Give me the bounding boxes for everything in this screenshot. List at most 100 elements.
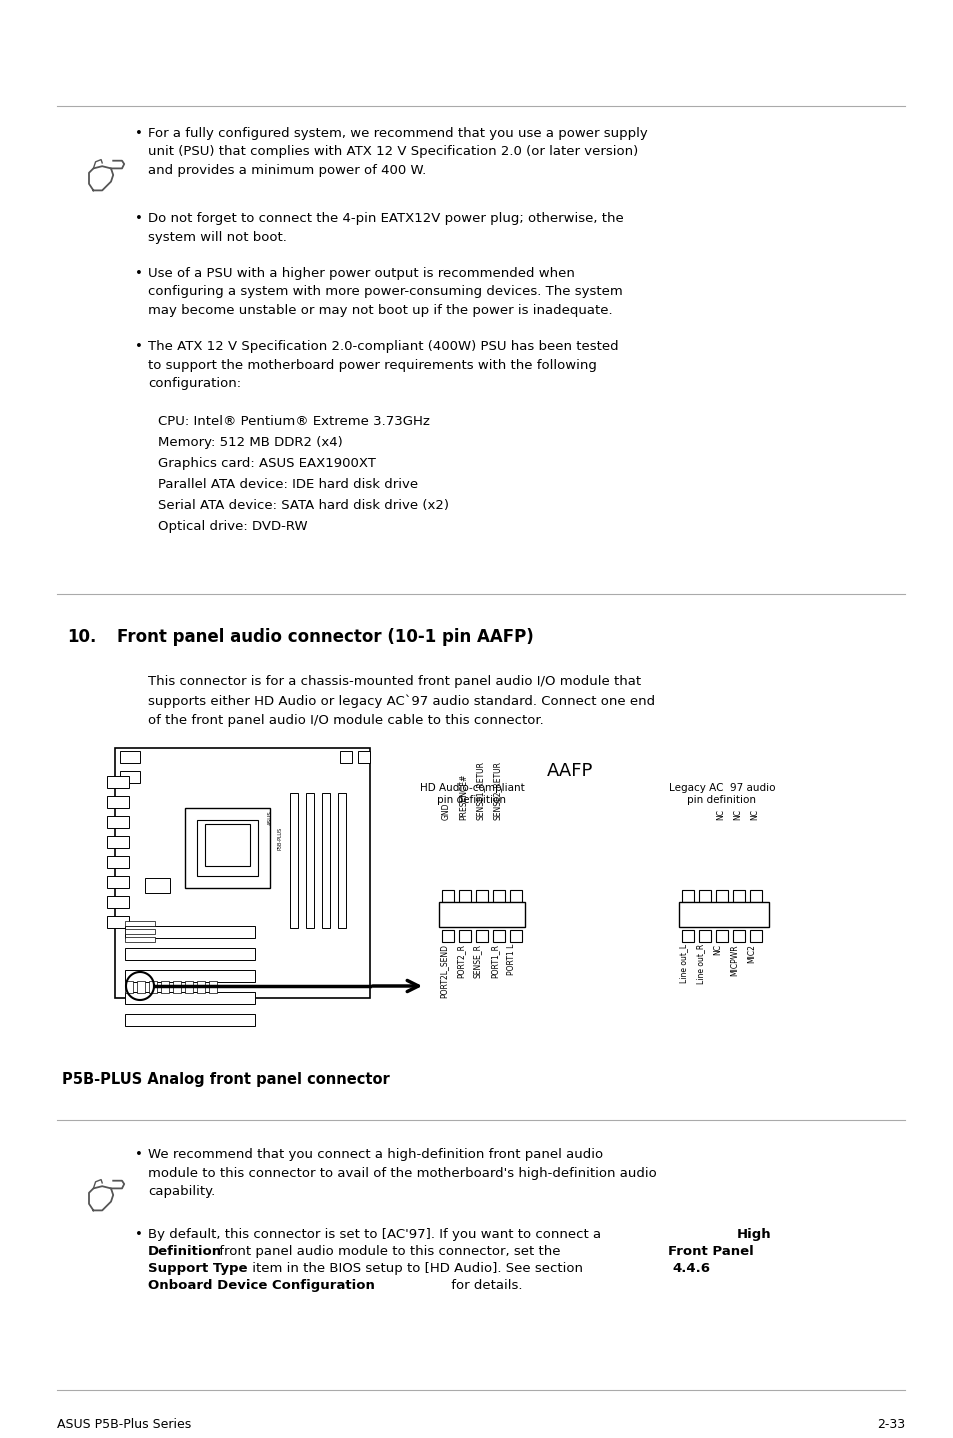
Bar bbox=[125, 971, 254, 982]
Bar bbox=[107, 797, 129, 808]
Bar bbox=[196, 820, 257, 876]
Text: NC: NC bbox=[716, 810, 724, 820]
Bar bbox=[681, 890, 693, 902]
Bar bbox=[125, 1014, 254, 1025]
Bar bbox=[205, 824, 250, 866]
Text: PORT1_R: PORT1_R bbox=[490, 943, 498, 978]
Bar bbox=[125, 938, 154, 942]
Bar bbox=[290, 792, 297, 928]
Text: PRESENCE#: PRESENCE# bbox=[458, 774, 468, 820]
Bar bbox=[172, 981, 181, 994]
Bar bbox=[306, 792, 314, 928]
Bar bbox=[196, 981, 205, 994]
Text: CPU: Intel® Pentium® Extreme 3.73GHz: CPU: Intel® Pentium® Extreme 3.73GHz bbox=[158, 416, 430, 429]
Text: •: • bbox=[135, 127, 143, 139]
Text: MIC2: MIC2 bbox=[746, 943, 755, 963]
Bar bbox=[438, 902, 524, 928]
Text: HD Audio-compliant
pin definition: HD Audio-compliant pin definition bbox=[419, 784, 524, 805]
Text: NC: NC bbox=[749, 810, 759, 820]
Text: ASUS P5B-Plus Series: ASUS P5B-Plus Series bbox=[57, 1418, 191, 1431]
Text: SENSE2_RETUR: SENSE2_RETUR bbox=[493, 761, 501, 820]
Text: Line out_L: Line out_L bbox=[679, 943, 687, 984]
Text: This connector is for a chassis-mounted front panel audio I/O module that
suppor: This connector is for a chassis-mounted … bbox=[148, 674, 655, 726]
Bar bbox=[107, 876, 129, 889]
Bar bbox=[749, 890, 761, 902]
Text: •: • bbox=[135, 1148, 143, 1160]
Text: item in the BIOS setup to [HD Audio]. See section: item in the BIOS setup to [HD Audio]. Se… bbox=[248, 1263, 587, 1276]
Bar bbox=[458, 890, 471, 902]
Bar bbox=[120, 751, 140, 764]
Text: Onboard Device Configuration: Onboard Device Configuration bbox=[148, 1278, 375, 1291]
Text: Do not forget to connect the 4-pin EATX12V power plug; otherwise, the
system wil: Do not forget to connect the 4-pin EATX1… bbox=[148, 211, 623, 243]
Text: Parallel ATA device: IDE hard disk drive: Parallel ATA device: IDE hard disk drive bbox=[158, 477, 417, 490]
Text: Line out_R: Line out_R bbox=[696, 943, 704, 984]
Text: 4.4.6: 4.4.6 bbox=[671, 1263, 709, 1276]
Text: P5B-PLUS Analog front panel connector: P5B-PLUS Analog front panel connector bbox=[62, 1071, 390, 1087]
Bar bbox=[339, 751, 352, 764]
Bar bbox=[107, 856, 129, 869]
Text: SENSE_R: SENSE_R bbox=[473, 943, 481, 978]
Bar bbox=[107, 916, 129, 928]
Bar bbox=[209, 981, 216, 994]
Text: Graphics card: ASUS EAX1900XT: Graphics card: ASUS EAX1900XT bbox=[158, 457, 375, 470]
Text: •: • bbox=[135, 211, 143, 224]
Bar bbox=[732, 890, 744, 902]
Bar bbox=[337, 792, 346, 928]
Text: •: • bbox=[135, 339, 143, 352]
Text: MICPWR: MICPWR bbox=[729, 943, 739, 975]
Text: Use of a PSU with a higher power output is recommended when
configuring a system: Use of a PSU with a higher power output … bbox=[148, 267, 622, 316]
Bar bbox=[510, 930, 521, 942]
Text: For a fully configured system, we recommend that you use a power supply
unit (PS: For a fully configured system, we recomm… bbox=[148, 127, 647, 177]
Text: SENSE1_RETUR: SENSE1_RETUR bbox=[476, 761, 484, 820]
Bar bbox=[107, 815, 129, 828]
Text: Serial ATA device: SATA hard disk drive (x2): Serial ATA device: SATA hard disk drive … bbox=[158, 499, 449, 512]
Text: Memory: 512 MB DDR2 (x4): Memory: 512 MB DDR2 (x4) bbox=[158, 436, 342, 449]
Bar bbox=[125, 992, 254, 1004]
Bar bbox=[476, 890, 488, 902]
Text: PORT1 L: PORT1 L bbox=[506, 943, 516, 975]
Bar bbox=[716, 930, 727, 942]
Text: Support Type: Support Type bbox=[148, 1263, 247, 1276]
Bar bbox=[107, 896, 129, 907]
Bar bbox=[145, 879, 170, 893]
Bar bbox=[699, 930, 710, 942]
Text: By default, this connector is set to [AC'97]. If you want to connect a: By default, this connector is set to [AC… bbox=[148, 1228, 605, 1241]
Bar bbox=[115, 748, 370, 998]
Bar bbox=[185, 808, 270, 889]
Text: Legacy AC  97 audio
pin definition: Legacy AC 97 audio pin definition bbox=[668, 784, 775, 805]
Bar bbox=[476, 930, 488, 942]
Bar bbox=[493, 930, 504, 942]
Bar bbox=[107, 777, 129, 788]
Text: NC: NC bbox=[712, 943, 721, 955]
Bar bbox=[120, 771, 140, 784]
Bar bbox=[699, 890, 710, 902]
Bar bbox=[185, 981, 193, 994]
Bar bbox=[125, 929, 154, 935]
Text: High: High bbox=[737, 1228, 771, 1241]
Text: •: • bbox=[135, 1228, 143, 1241]
Bar bbox=[107, 835, 129, 848]
Bar bbox=[149, 981, 157, 994]
Text: GND: GND bbox=[441, 802, 451, 820]
Bar bbox=[161, 981, 169, 994]
Text: •: • bbox=[135, 267, 143, 280]
Bar bbox=[125, 948, 254, 961]
Bar bbox=[681, 930, 693, 942]
Text: Front Panel: Front Panel bbox=[667, 1245, 753, 1258]
Bar bbox=[493, 890, 504, 902]
Bar bbox=[357, 751, 370, 764]
Text: Definition: Definition bbox=[148, 1245, 222, 1258]
Bar bbox=[749, 930, 761, 942]
Bar bbox=[137, 981, 145, 994]
Text: NC: NC bbox=[732, 810, 741, 820]
Bar bbox=[679, 902, 768, 928]
Text: PORT2_R: PORT2_R bbox=[456, 943, 464, 978]
Text: for details.: for details. bbox=[447, 1278, 522, 1291]
Bar bbox=[458, 930, 471, 942]
Text: The ATX 12 V Specification 2.0-compliant (400W) PSU has been tested
to support t: The ATX 12 V Specification 2.0-compliant… bbox=[148, 339, 618, 390]
Text: We recommend that you connect a high-definition front panel audio
module to this: We recommend that you connect a high-def… bbox=[148, 1148, 656, 1198]
Text: PORT2L_SEND: PORT2L_SEND bbox=[438, 943, 448, 998]
Text: Front panel audio connector (10-1 pin AAFP): Front panel audio connector (10-1 pin AA… bbox=[117, 628, 533, 646]
Text: ASUS: ASUS bbox=[267, 811, 273, 825]
Bar bbox=[322, 792, 330, 928]
